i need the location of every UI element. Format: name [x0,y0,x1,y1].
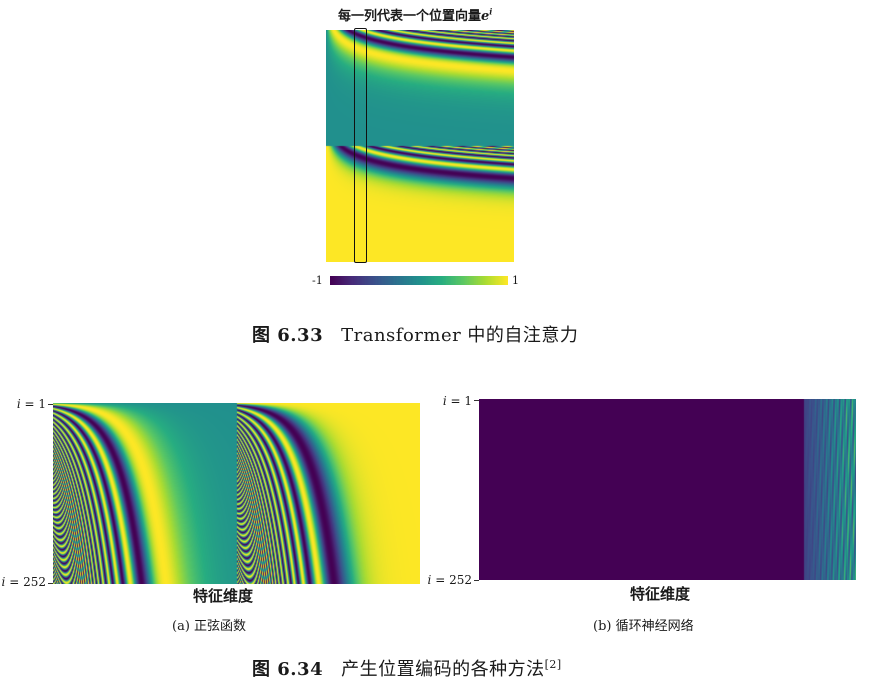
panel-a-y-bottom-value: = 252 [9,575,46,589]
panel-a-y-top-value: = 1 [24,397,46,411]
heatmap-title-sup: i [489,6,493,17]
panel-b-y-top-value: = 1 [450,394,472,408]
heatmap-title: 每一列代表一个位置向量ei [338,5,492,24]
panel-b-y-bottom-tick [474,580,479,581]
highlighted-column-box [354,28,367,263]
panel-b-y-bottom-var: i [427,573,432,587]
caption-reference: [2] [544,658,562,671]
colorbar-max-label: 1 [512,274,519,287]
colorbar-min-label: -1 [312,274,323,287]
figure-6-34-caption: 图 6.34 产生位置编码的各种方法[2] [252,655,562,681]
panel-a-y-bottom-label: i = 252 [0,575,46,589]
panel-a-y-top-var: i [16,397,21,411]
panel-a-subcaption: (a) 正弦函数 [172,619,247,634]
panel-b-subcaption: (b) 循环神经网络 [593,619,694,634]
caption-text: Transformer 中的自注意力 [341,325,579,346]
panel-a-y-top-label: i = 1 [6,397,46,411]
panel-b-y-bottom-value: = 252 [435,573,472,587]
panel-a-y-top-tick [48,404,53,405]
caption-text: 产生位置编码的各种方法 [341,659,545,680]
panel-a-y-bottom-var: i [1,575,6,589]
panel-b-y-bottom-label: i = 252 [426,573,472,587]
colorbar [330,276,508,285]
panel-b-y-top-tick [474,400,479,401]
rnn-encoding-heatmap [479,399,856,580]
heatmap-title-text: 每一列代表一个位置向量 [338,9,482,24]
panel-b-x-axis-title: 特征维度 [630,585,691,603]
caption-number: 图 6.34 [252,659,324,680]
panel-b-y-top-var: i [442,394,447,408]
panel-a-y-bottom-tick [48,583,53,584]
panel-a-x-axis-title: 特征维度 [193,587,254,605]
sinusoid-encoding-heatmap [53,403,420,584]
heatmap-title-math: e [481,9,490,24]
positional-vector-heatmap [326,30,514,262]
figure-6-33-caption: 图 6.33 Transformer 中的自注意力 [252,321,578,347]
caption-number: 图 6.33 [252,325,324,346]
panel-b-y-top-label: i = 1 [432,394,472,408]
